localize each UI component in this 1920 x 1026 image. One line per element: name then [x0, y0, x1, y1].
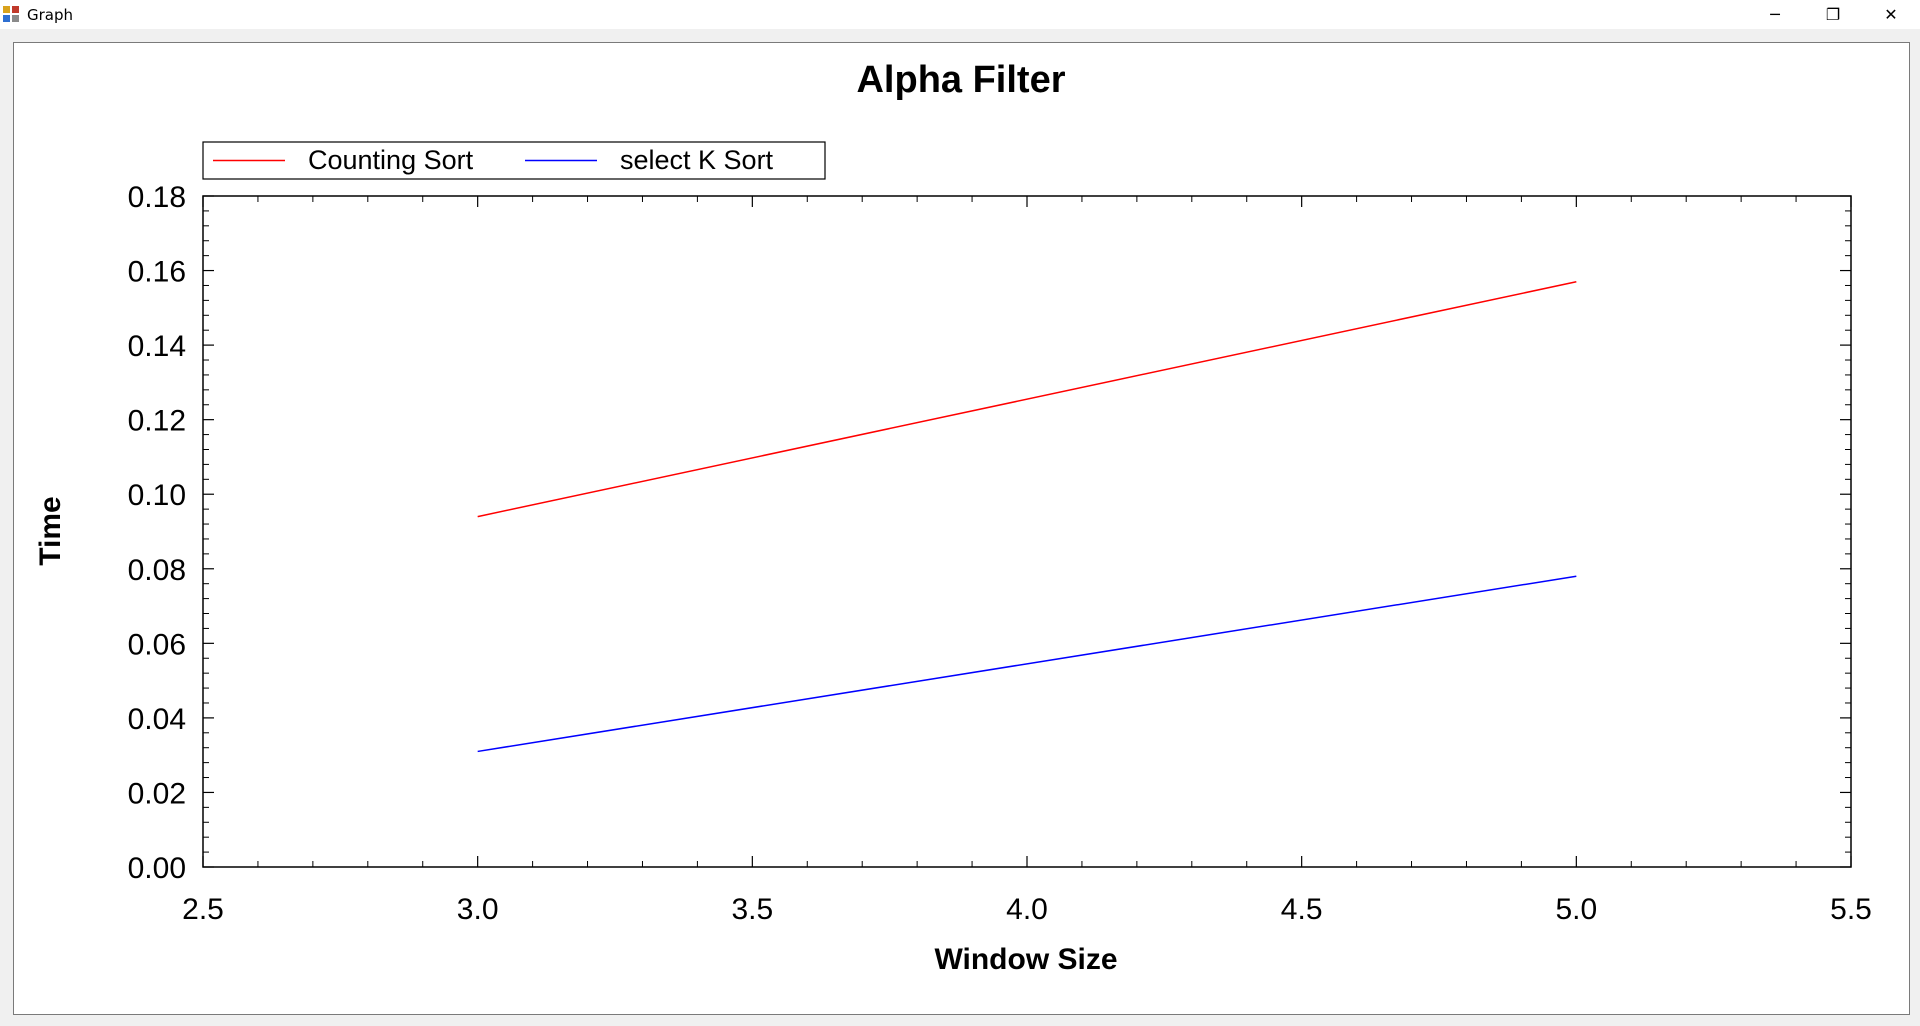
- axis-ticks: [202, 195, 1852, 868]
- y-tick-label: 0.06: [128, 628, 186, 661]
- y-tick-label: 0.16: [128, 256, 186, 289]
- restore-icon: ❐: [1825, 5, 1841, 24]
- minimize-button[interactable]: ─: [1746, 0, 1804, 29]
- window-controls: ─ ❐ ✕: [1746, 0, 1920, 29]
- legend: Counting Sort select K Sort: [202, 141, 826, 180]
- legend-label: select K Sort: [620, 145, 774, 175]
- y-tick-label: 0.14: [128, 330, 186, 363]
- y-tick-label: 0.04: [128, 703, 186, 736]
- close-icon: ✕: [1884, 5, 1898, 24]
- legend-box: [202, 141, 826, 180]
- close-button[interactable]: ✕: [1862, 0, 1920, 29]
- x-axis-label: Window Size: [934, 943, 1117, 976]
- y-tick-label: 0.02: [128, 777, 186, 810]
- y-tick-label: 0.00: [128, 852, 186, 885]
- plot-area: [202, 195, 1852, 868]
- legend-label: Counting Sort: [308, 145, 474, 175]
- window-title: Graph: [27, 5, 74, 24]
- x-tick-label: 3.5: [731, 893, 773, 926]
- x-tick-label: 5.5: [1830, 893, 1872, 926]
- y-tick-label: 0.08: [128, 554, 186, 587]
- series-line: [477, 575, 1577, 753]
- chart-title: Alpha Filter: [856, 59, 1065, 101]
- minimize-icon: ─: [1770, 5, 1780, 24]
- x-tick-label: 4.0: [1006, 893, 1048, 926]
- y-tick-label: 0.12: [128, 405, 186, 438]
- x-tick-label: 4.5: [1281, 893, 1323, 926]
- graph-panel: Alpha Filter Time Window Size 2.5 3.0 3.5 4…: [13, 42, 1910, 1015]
- app-form-icon: [3, 5, 21, 24]
- tick-labels: 2.5 3.0 3.5 4.0 4.5 5.0 5.5 0.00 0.02 0.04 0.06 0.0…: [128, 181, 1872, 926]
- x-tick-label: 5.0: [1555, 893, 1597, 926]
- y-axis-label: Time: [34, 496, 67, 565]
- line-chart: Alpha Filter Time Window Size 2.5 3.0 3.5 4…: [34, 59, 1872, 976]
- maximize-button[interactable]: ❐: [1804, 0, 1862, 29]
- series-line: [477, 281, 1577, 518]
- x-tick-label: 3.0: [457, 893, 499, 926]
- y-tick-label: 0.10: [128, 479, 186, 512]
- y-tick-label: 0.18: [128, 181, 186, 214]
- x-tick-label: 2.5: [182, 893, 224, 926]
- series-lines: [477, 281, 1577, 753]
- window-titlebar: Graph ─ ❐ ✕: [0, 0, 1920, 29]
